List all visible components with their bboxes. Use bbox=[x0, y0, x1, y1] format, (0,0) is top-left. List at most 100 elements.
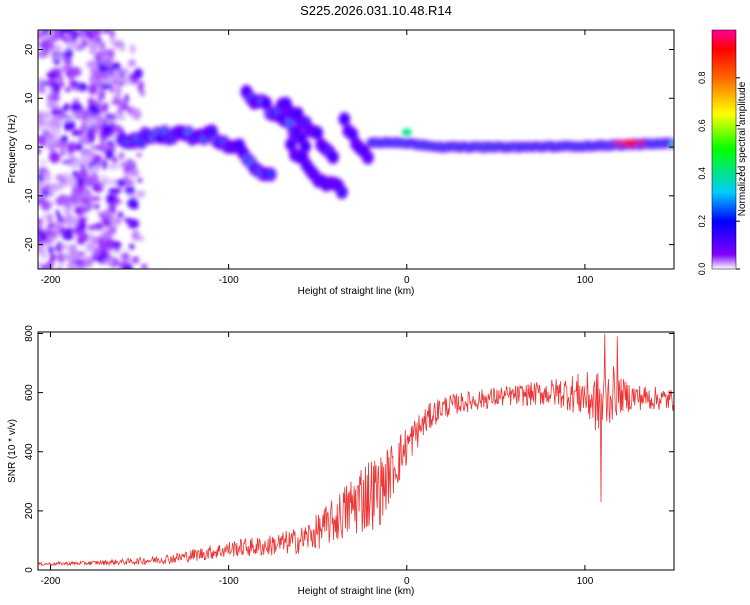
noise-blob bbox=[73, 192, 85, 204]
noise-blob bbox=[111, 100, 121, 105]
noise-blob bbox=[137, 177, 143, 183]
band-blob bbox=[313, 129, 321, 137]
band-blob bbox=[287, 140, 295, 148]
noise-blob bbox=[38, 30, 43, 34]
band-blob bbox=[262, 99, 270, 107]
y-tick-label: 20 bbox=[24, 44, 35, 56]
spectrogram-x-label: Height of straight line (km) bbox=[298, 286, 415, 297]
noise-blob bbox=[89, 68, 100, 75]
noise-blob bbox=[136, 236, 145, 241]
x-tick-label: -100 bbox=[219, 275, 239, 286]
spectrogram-x-ticks: -200 -100 0 100 bbox=[40, 30, 594, 286]
noise-blob bbox=[118, 151, 125, 160]
snr-background bbox=[38, 332, 674, 570]
colorbar-label: Normalized spectral amplitude bbox=[737, 81, 748, 216]
noise-blob bbox=[42, 189, 49, 197]
noise-blob bbox=[131, 256, 140, 264]
noise-blob bbox=[40, 232, 47, 243]
noise-blob bbox=[50, 116, 60, 128]
noise-blob bbox=[105, 178, 115, 185]
noise-blob bbox=[61, 64, 71, 72]
snr-marks bbox=[38, 333, 674, 567]
noise-blob bbox=[81, 204, 94, 211]
snr-x-label: Height of straight line (km) bbox=[298, 586, 415, 597]
noise-blob bbox=[106, 193, 116, 205]
noise-blob bbox=[97, 64, 110, 74]
x-tick-label: -200 bbox=[40, 275, 60, 286]
noise-blob bbox=[101, 58, 113, 66]
peak-blob bbox=[624, 139, 635, 148]
noise-blob bbox=[65, 56, 72, 67]
noise-blob bbox=[115, 84, 122, 97]
noise-blob bbox=[135, 190, 146, 198]
noise-blob bbox=[47, 188, 58, 194]
noise-blob bbox=[51, 32, 60, 42]
noise-blob bbox=[137, 80, 144, 93]
noise-blob bbox=[117, 199, 122, 204]
noise-blob bbox=[38, 148, 42, 154]
snr-panel: -200 -100 0 100 0 200 400 600 800 Height of str… bbox=[7, 325, 675, 597]
noise-blob bbox=[38, 42, 44, 47]
noise-blob bbox=[87, 41, 100, 48]
noise-blob bbox=[87, 97, 95, 106]
spectrogram-y-ticks: -20 -10 0 10 20 bbox=[24, 44, 674, 252]
band-blob bbox=[340, 115, 348, 123]
figure-title: S225.2026.031.10.48.R14 bbox=[300, 3, 452, 18]
noise-blob bbox=[64, 87, 71, 92]
noise-blob bbox=[72, 86, 81, 92]
spectrogram-y-label: Frequency (Hz) bbox=[7, 115, 18, 184]
noise-blob bbox=[95, 222, 104, 228]
noise-blob bbox=[104, 74, 109, 81]
noise-blob bbox=[38, 85, 46, 94]
x-tick-label: -100 bbox=[219, 576, 239, 587]
noise-blob bbox=[55, 209, 60, 217]
noise-blob bbox=[100, 41, 106, 51]
noise-blob bbox=[58, 81, 65, 88]
noise-blob bbox=[74, 228, 82, 235]
noise-blob bbox=[47, 222, 56, 229]
noise-blob bbox=[85, 117, 93, 128]
noise-blob bbox=[128, 168, 140, 178]
noise-blob bbox=[94, 203, 100, 210]
noise-blob bbox=[136, 152, 142, 158]
noise-blob bbox=[40, 200, 52, 211]
noise-blob bbox=[48, 151, 61, 164]
noise-blob bbox=[80, 30, 86, 41]
x-tick-label: 0 bbox=[404, 576, 410, 587]
noise-blob bbox=[91, 127, 98, 135]
noise-blob bbox=[112, 64, 118, 71]
noise-blob bbox=[89, 196, 102, 202]
noise-blob bbox=[99, 89, 106, 100]
noise-blob bbox=[41, 112, 49, 125]
noise-blob bbox=[45, 143, 57, 150]
colorbar-tick-label: 0.2 bbox=[697, 215, 707, 228]
noise-blob bbox=[62, 231, 74, 241]
noise-blob bbox=[77, 141, 82, 151]
noise-blob bbox=[114, 77, 127, 83]
noise-blob bbox=[116, 107, 124, 116]
noise-blob bbox=[121, 263, 129, 269]
noise-blob bbox=[109, 225, 117, 233]
noise-blob bbox=[99, 248, 108, 258]
noise-blob bbox=[60, 195, 72, 205]
noise-blob bbox=[140, 263, 148, 269]
snr-x-ticks: -200 -100 0 100 bbox=[40, 332, 594, 587]
noise-blob bbox=[132, 204, 139, 210]
noise-blob bbox=[47, 236, 53, 245]
noise-blob bbox=[102, 241, 114, 251]
noise-blob bbox=[140, 91, 145, 97]
colorbar-gradient bbox=[711, 29, 737, 270]
noise-blob bbox=[66, 219, 73, 227]
noise-blob bbox=[88, 83, 98, 95]
spectrogram-frame bbox=[37, 29, 675, 270]
noise-blob bbox=[42, 30, 50, 36]
noise-blob bbox=[38, 189, 43, 199]
peak-blob bbox=[401, 128, 412, 137]
noise-blob bbox=[40, 250, 48, 260]
noise-blob bbox=[104, 113, 117, 120]
band-blob bbox=[301, 142, 309, 150]
noise-blob bbox=[38, 167, 48, 174]
noise-blob bbox=[71, 66, 82, 77]
